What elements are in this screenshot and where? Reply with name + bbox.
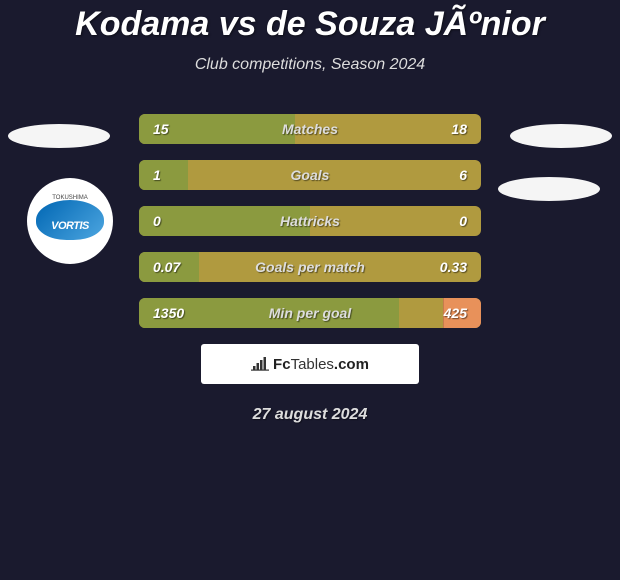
stat-value-left: 15	[153, 121, 169, 137]
player-right-placeholder-icon	[498, 177, 600, 201]
stat-value-right: 425	[444, 305, 467, 321]
stat-value-right: 0	[459, 213, 467, 229]
stat-row: 1 Goals 6	[139, 160, 481, 190]
stat-value-left: 1350	[153, 305, 184, 321]
stat-value-right: 0.33	[440, 259, 467, 275]
stats-table: 15 Matches 18 1 Goals 6 0 Hattricks 0 0.07 Goals p…	[139, 114, 481, 328]
date-text: 27 august 2024	[0, 406, 620, 424]
stat-bar-left	[139, 160, 188, 190]
attribution-light: Tables	[291, 356, 334, 373]
player-left-placeholder-icon	[8, 124, 110, 148]
stat-row: 0.07 Goals per match 0.33	[139, 252, 481, 282]
stat-label: Matches	[282, 121, 338, 137]
stat-label: Hattricks	[280, 213, 340, 229]
stat-row: 1350 Min per goal 425	[139, 298, 481, 328]
stat-label: Goals per match	[255, 259, 365, 275]
stat-label: Min per goal	[269, 305, 351, 321]
stat-value-left: 1	[153, 167, 161, 183]
subtitle: Club competitions, Season 2024	[0, 56, 620, 74]
player-right-placeholder-icon	[510, 124, 612, 148]
page-title: Kodama vs de Souza JÃºnior	[0, 5, 620, 44]
stat-row: 15 Matches 18	[139, 114, 481, 144]
team-logo-badge: TOKUSHIMA VORTIS	[27, 178, 113, 264]
attribution-suffix: .com	[334, 356, 369, 373]
stat-value-left: 0	[153, 213, 161, 229]
attribution-badge[interactable]: FcTables.com	[201, 344, 419, 384]
stat-value-left: 0.07	[153, 259, 180, 275]
attribution-bold: Fc	[273, 356, 291, 373]
stat-row: 0 Hattricks 0	[139, 206, 481, 236]
comparison-card: Kodama vs de Souza JÃºnior Club competit…	[0, 0, 620, 424]
stat-value-right: 18	[451, 121, 467, 137]
stat-value-right: 6	[459, 167, 467, 183]
team-logo-icon: TOKUSHIMA VORTIS	[36, 192, 104, 250]
attribution-text: FcTables.com	[273, 356, 369, 373]
bar-chart-icon	[251, 357, 269, 371]
stat-label: Goals	[291, 167, 330, 183]
team-logo-brand-text: VORTIS	[36, 220, 104, 232]
